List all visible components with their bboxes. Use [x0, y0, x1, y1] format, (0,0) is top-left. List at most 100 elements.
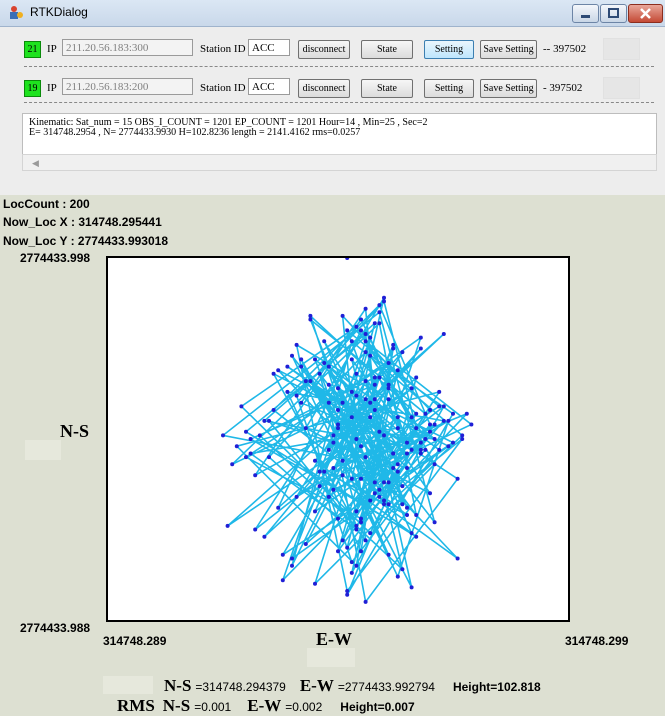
data-point: [391, 451, 396, 456]
setting-button[interactable]: Setting: [424, 40, 474, 59]
data-point: [313, 357, 317, 362]
data-point: [267, 418, 271, 423]
divider: [24, 66, 654, 67]
data-point: [363, 538, 368, 543]
data-point: [418, 440, 423, 445]
data-point: [400, 350, 405, 355]
faded-box: [25, 440, 61, 460]
data-point: [308, 313, 313, 318]
station-id-field[interactable]: ACC: [248, 78, 290, 95]
data-point: [446, 418, 451, 423]
ip-label: IP: [47, 82, 57, 94]
data-point: [340, 313, 345, 318]
data-point: [405, 505, 409, 510]
data-point: [326, 400, 331, 405]
data-point: [372, 491, 377, 496]
data-point: [248, 437, 253, 441]
data-point: [382, 502, 386, 507]
data-point: [405, 440, 409, 445]
data-point: [405, 451, 409, 456]
data-point: [386, 361, 391, 365]
data-point: [372, 382, 377, 387]
disconnect-button[interactable]: disconnect: [298, 40, 350, 59]
data-point: [395, 574, 400, 579]
data-point: [409, 386, 414, 391]
data-point: [386, 552, 391, 557]
data-point: [423, 411, 428, 416]
station-id-label: Station ID: [200, 43, 246, 55]
data-point: [308, 317, 313, 322]
data-point: [455, 476, 460, 481]
data-point: [363, 599, 368, 604]
data-point: [428, 408, 432, 412]
data-point: [368, 531, 373, 536]
data-point: [437, 447, 442, 452]
trajectory-line: [221, 297, 473, 604]
ip-field[interactable]: 211.20.56.183:300: [62, 39, 193, 56]
data-point: [414, 375, 419, 380]
data-point: [409, 415, 414, 420]
data-point: [359, 516, 363, 521]
data-point: [294, 342, 299, 347]
data-point: [372, 397, 377, 402]
data-point: [395, 462, 400, 467]
data-point: [414, 426, 419, 431]
data-point: [451, 411, 455, 416]
close-icon: [640, 8, 651, 19]
data-point: [382, 498, 386, 503]
setting-button[interactable]: Setting: [424, 79, 474, 98]
horizontal-scrollbar[interactable]: ◀: [22, 154, 657, 171]
data-point: [313, 458, 317, 463]
faded-box: [307, 648, 355, 667]
data-point: [377, 429, 382, 434]
data-point: [248, 451, 253, 456]
scroll-left-icon[interactable]: ◀: [32, 158, 39, 168]
ip-label: IP: [47, 43, 57, 55]
ip-field[interactable]: 211.20.56.183:200: [62, 78, 193, 95]
data-point: [303, 426, 308, 431]
save-setting-button[interactable]: Save Setting: [480, 40, 537, 59]
data-point: [441, 404, 446, 409]
data-point: [345, 545, 350, 550]
data-point: [460, 437, 465, 441]
data-point: [308, 379, 313, 384]
y-axis-title: N-S: [60, 421, 90, 441]
data-point: [354, 527, 359, 532]
data-point: [460, 433, 465, 438]
state-button[interactable]: State: [361, 79, 413, 98]
data-point: [391, 342, 396, 347]
data-point: [340, 458, 345, 463]
data-point: [386, 382, 391, 387]
minimize-button[interactable]: [572, 4, 599, 23]
connection-row-2: 19 IP 211.20.56.183:200 Station ID ACC d…: [0, 76, 665, 102]
y-tick-label: 2774433.998: [20, 251, 91, 265]
data-point: [368, 400, 373, 405]
window-title: RTKDialog: [30, 5, 88, 19]
disconnect-button[interactable]: disconnect: [298, 79, 350, 98]
data-point: [363, 350, 368, 355]
data-point: [432, 437, 437, 441]
data-point: [451, 440, 455, 445]
data-point: [336, 549, 340, 554]
data-point: [225, 523, 230, 528]
data-point: [331, 433, 336, 438]
data-point: [409, 531, 414, 536]
trajectory-chart: [221, 258, 474, 604]
data-point: [244, 455, 248, 460]
maximize-button[interactable]: [600, 4, 627, 23]
data-point: [423, 437, 428, 441]
data-point: [455, 556, 460, 561]
close-button[interactable]: [628, 4, 663, 23]
station-id-field[interactable]: ACC: [248, 39, 290, 56]
data-point: [280, 552, 285, 557]
data-point: [331, 440, 336, 445]
data-point: [313, 509, 317, 514]
app-icon: [10, 6, 23, 19]
data-point: [299, 357, 304, 362]
data-point: [299, 364, 304, 369]
rms-label: RMS: [117, 696, 155, 715]
loc-count: LocCount : 200: [3, 197, 90, 211]
save-setting-button[interactable]: Save Setting: [480, 79, 537, 98]
state-button[interactable]: State: [361, 40, 413, 59]
now-loc-y: Now_Loc Y : 2774433.993018: [3, 234, 168, 248]
